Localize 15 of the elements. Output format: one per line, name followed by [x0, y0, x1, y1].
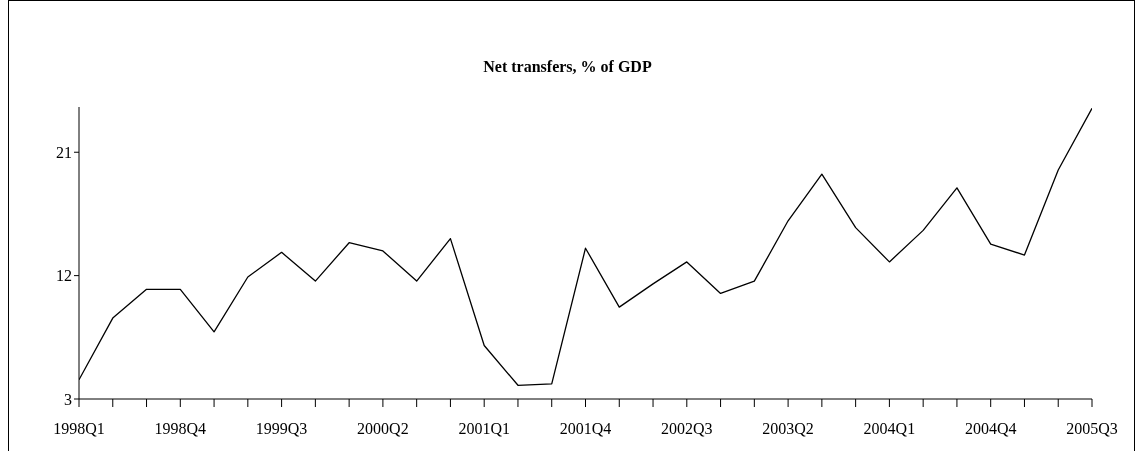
- x-tick-label: 2001Q1: [458, 420, 510, 438]
- x-tick-label: 2001Q4: [559, 420, 612, 438]
- y-tick-label: 21: [56, 143, 72, 161]
- chart-title: Net transfers, % of GDP: [482, 58, 653, 76]
- x-tick-label: 2003Q2: [762, 420, 814, 438]
- x-tick-label: 1999Q3: [255, 420, 308, 438]
- x-tick-label: 2000Q2: [357, 420, 409, 438]
- y-tick-label: 3: [64, 390, 72, 408]
- x-tick-label: 1998Q1: [53, 420, 105, 438]
- x-tick-label: 2004Q1: [863, 420, 916, 438]
- x-tick-label: 1998Q4: [154, 420, 207, 438]
- x-tick-label: 2004Q4: [964, 420, 1017, 438]
- y-tick-label: 12: [56, 267, 72, 285]
- x-tick-label: 2002Q3: [661, 420, 713, 438]
- x-tick-label: 2005Q3: [1066, 420, 1118, 438]
